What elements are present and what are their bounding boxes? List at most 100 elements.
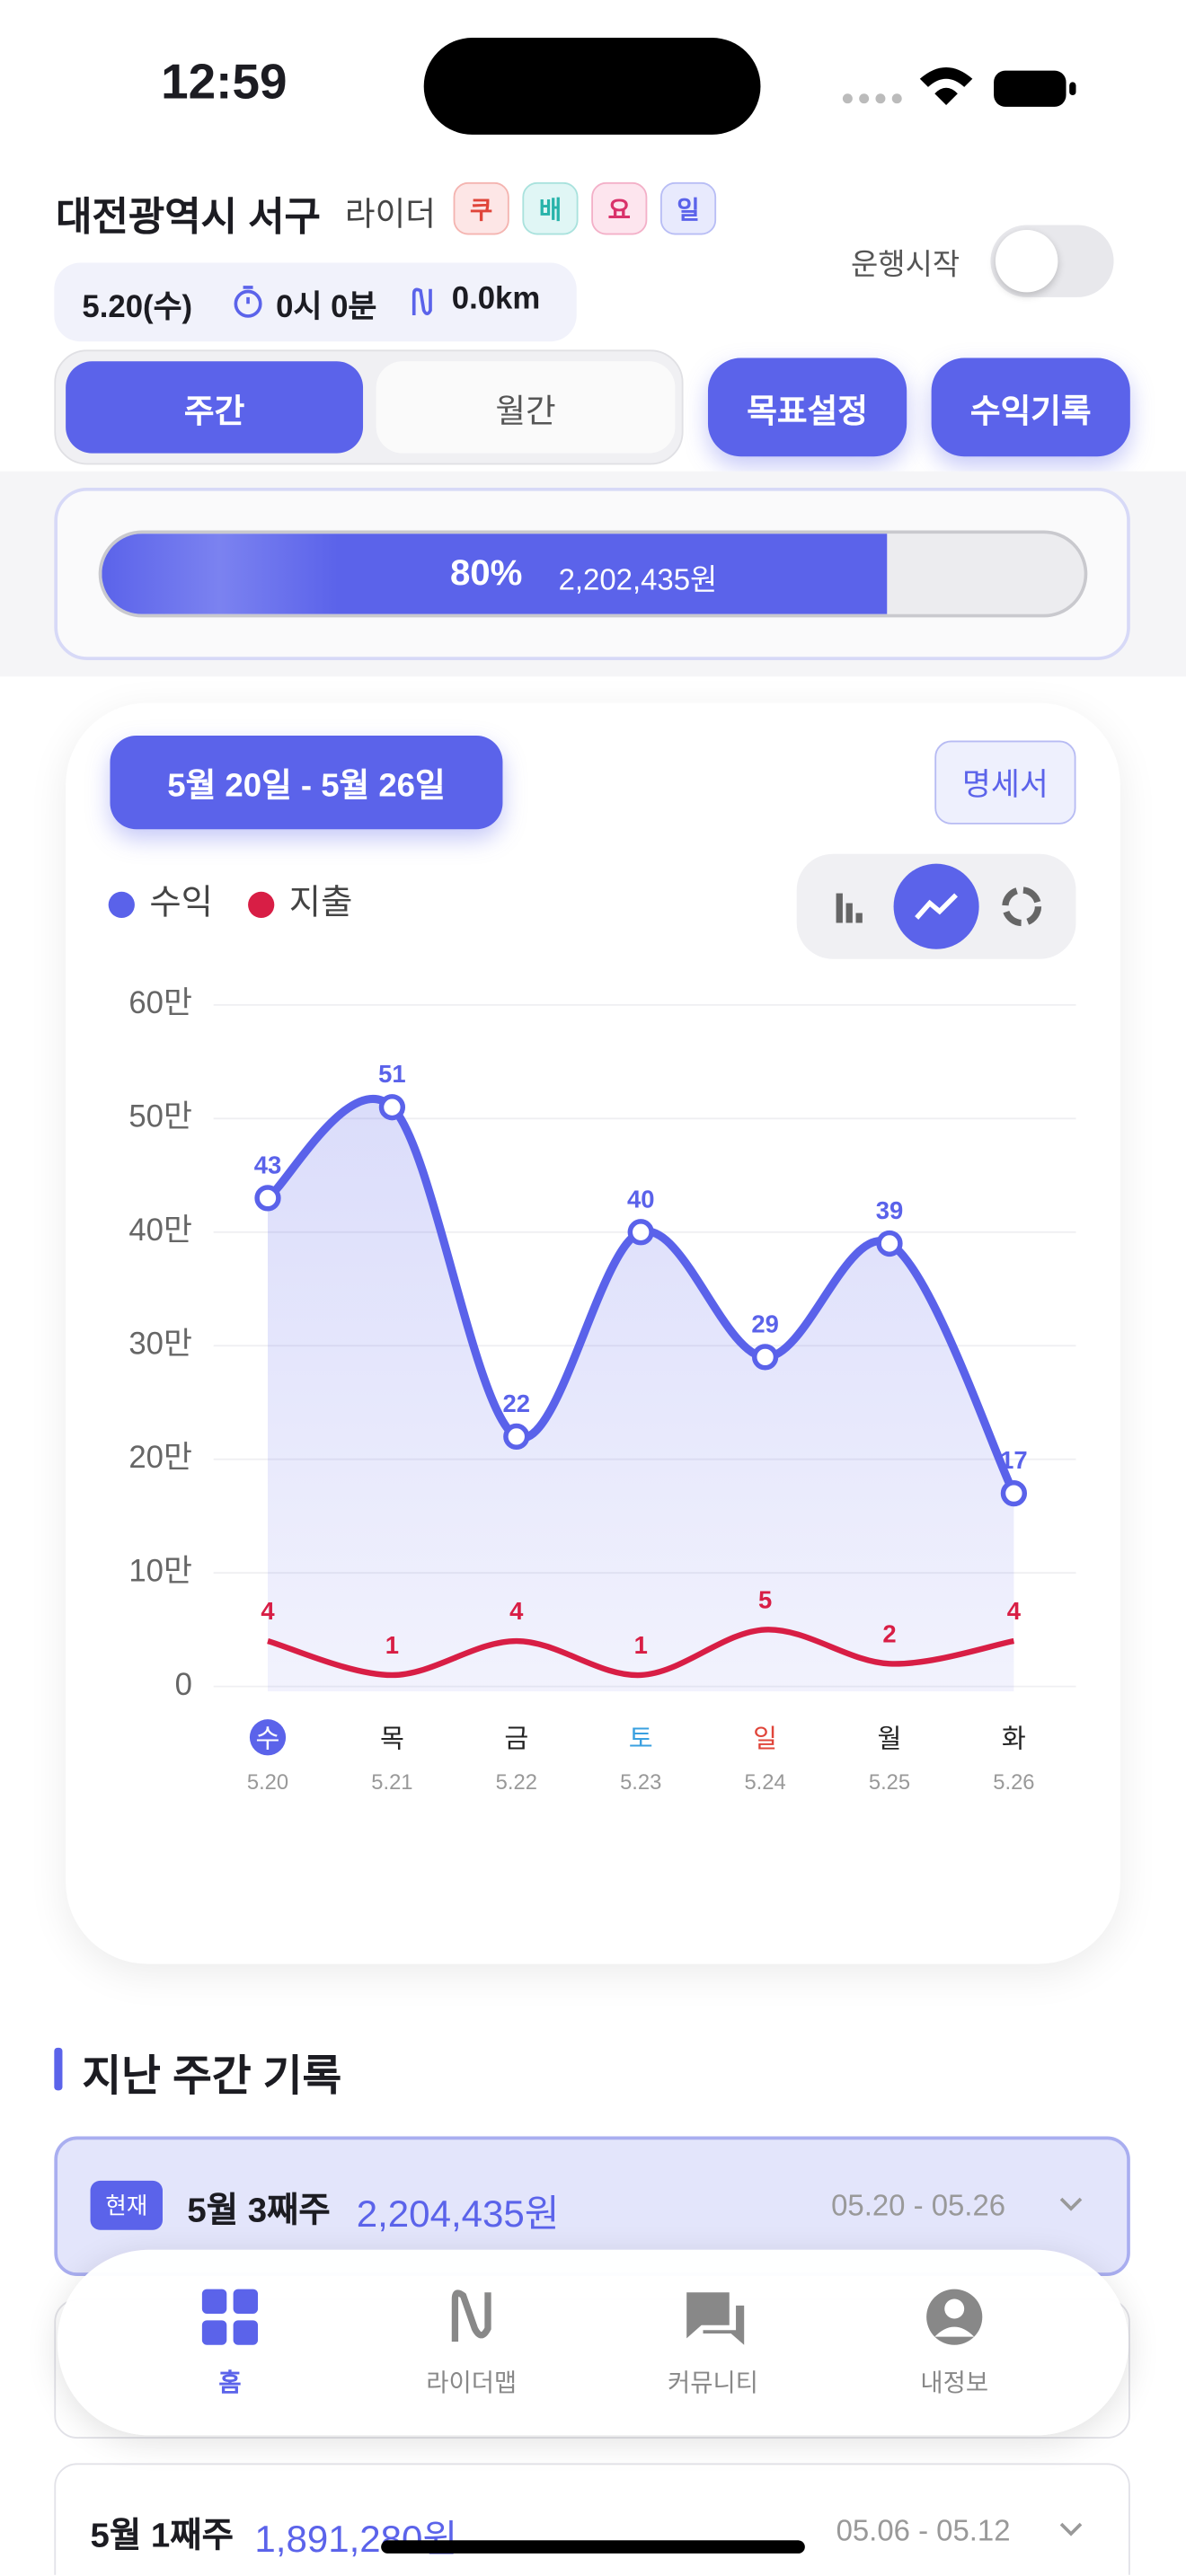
point [751, 1344, 779, 1371]
legend-marker [108, 891, 135, 918]
y-tick-label: 60만 [128, 986, 192, 1020]
x-tick-label: 일 [753, 1725, 777, 1754]
value-label: 4 [509, 1597, 524, 1625]
value-label: 51 [378, 1060, 405, 1088]
distance: 0.0km [451, 282, 541, 317]
status-icons [842, 66, 1076, 107]
chart-type-icons [836, 863, 1042, 949]
y-tick-label: 0 [175, 1668, 192, 1702]
chart: 수익 지출010만20만30만40만50만60만43512240293917414… [108, 884, 1076, 1795]
value-label: 43 [254, 1151, 281, 1178]
legend-label: 지출 [289, 884, 353, 922]
region: 대전광역시 서구 [56, 195, 321, 240]
range: 05.20 - 05.26 [831, 2189, 1006, 2222]
point [378, 1094, 406, 1121]
value-label: 5 [758, 1586, 772, 1614]
value-label: 2 [882, 1619, 896, 1647]
trip-info [54, 262, 577, 342]
area [268, 1098, 1014, 1692]
value-label: 1 [634, 1631, 648, 1659]
x-tick-label: 월 [878, 1725, 902, 1754]
home-indicator [381, 2540, 805, 2554]
value-label: 22 [503, 1389, 530, 1417]
record-button[interactable]: 수익기록 [931, 357, 1130, 457]
tab-monthly[interactable]: 월간 [376, 361, 676, 454]
progress-amount: 2,202,435원 [558, 563, 718, 596]
x-tick-label: 토 [629, 1725, 653, 1754]
toggle-knob [995, 229, 1058, 293]
x-date-label: 5.23 [620, 1770, 661, 1795]
date-range[interactable]: 5월 20일 - 5월 26일 [110, 736, 503, 830]
clock: 12:59 [161, 56, 288, 110]
nav-icons [201, 2289, 983, 2345]
current-badge: 현재 [90, 2180, 163, 2230]
nav-community[interactable]: 커뮤니티 [667, 2369, 758, 2398]
badge: 일 [659, 181, 717, 235]
nav-map[interactable]: 라이더맵 [426, 2369, 518, 2398]
timer-icon [234, 286, 262, 318]
drive-toggle[interactable] [990, 225, 1114, 297]
y-tick-label: 50만 [128, 1100, 192, 1134]
history-row[interactable] [54, 2463, 1130, 2575]
point [627, 1219, 654, 1246]
x-date-label: 5.24 [744, 1770, 785, 1795]
route-icon [412, 287, 432, 316]
x-date-label: 5.21 [371, 1770, 412, 1795]
progress-track [98, 530, 1088, 618]
x-date-label: 5.25 [869, 1770, 910, 1795]
week: 5월 1째주 [90, 2517, 234, 2555]
x-date-label: 5.26 [993, 1770, 1034, 1795]
date: 5.20(수) [82, 290, 193, 325]
point [876, 1230, 903, 1257]
tab-weekly[interactable]: 주간 [66, 361, 364, 454]
duration: 0시 0분 [276, 290, 377, 325]
x-tick-label: 수 [256, 1725, 280, 1754]
drive-label: 운행시작 [851, 248, 960, 281]
value-label: 40 [627, 1185, 654, 1213]
nav-profile[interactable]: 내정보 [920, 2369, 989, 2398]
chevron [1059, 2197, 1083, 2211]
range: 05.06 - 05.12 [836, 2514, 1011, 2547]
value-label: 29 [751, 1310, 778, 1337]
value-label: 39 [876, 1196, 903, 1224]
point [254, 1185, 281, 1212]
chevron [1059, 2522, 1083, 2536]
x-tick-label: 금 [504, 1725, 528, 1754]
y-tick-label: 40만 [128, 1213, 192, 1248]
value-label: 4 [1007, 1597, 1022, 1625]
section-accent [54, 2047, 63, 2091]
x-tick-label: 목 [380, 1725, 404, 1754]
progress-percent: 80% [449, 551, 523, 593]
x-tick-label: 화 [1002, 1725, 1026, 1754]
dynamic-island [423, 38, 761, 135]
amount: 2,204,435원 [356, 2192, 560, 2236]
point [503, 1423, 530, 1451]
y-tick-label: 20만 [128, 1441, 192, 1475]
y-tick-label: 10만 [128, 1554, 192, 1588]
progress-fill [102, 534, 888, 614]
line [267, 1627, 1014, 1679]
amount: 1,891,280원 [254, 2517, 458, 2561]
badge: 배 [522, 181, 579, 235]
legend-label: 수익 [149, 884, 213, 922]
today-marker [249, 1719, 287, 1756]
x-date-label: 5.20 [247, 1770, 288, 1795]
value-label: 17 [1000, 1446, 1027, 1474]
badge: 요 [591, 181, 648, 235]
value-label: 4 [261, 1597, 275, 1625]
week: 5월 3째주 [187, 2192, 331, 2230]
point [1000, 1480, 1028, 1507]
section-title: 지난 주간 기록 [82, 2051, 342, 2101]
badge: 쿠 [453, 181, 509, 235]
x-date-label: 5.22 [496, 1770, 537, 1795]
value-label: 1 [385, 1631, 399, 1659]
goal-button[interactable]: 목표설정 [707, 357, 907, 457]
statement-button[interactable]: 명세서 [934, 740, 1076, 825]
nav-home[interactable]: 홈 [218, 2369, 242, 2398]
legend-marker [248, 891, 275, 918]
y-tick-label: 30만 [128, 1327, 192, 1361]
role: 라이더 [344, 197, 436, 234]
